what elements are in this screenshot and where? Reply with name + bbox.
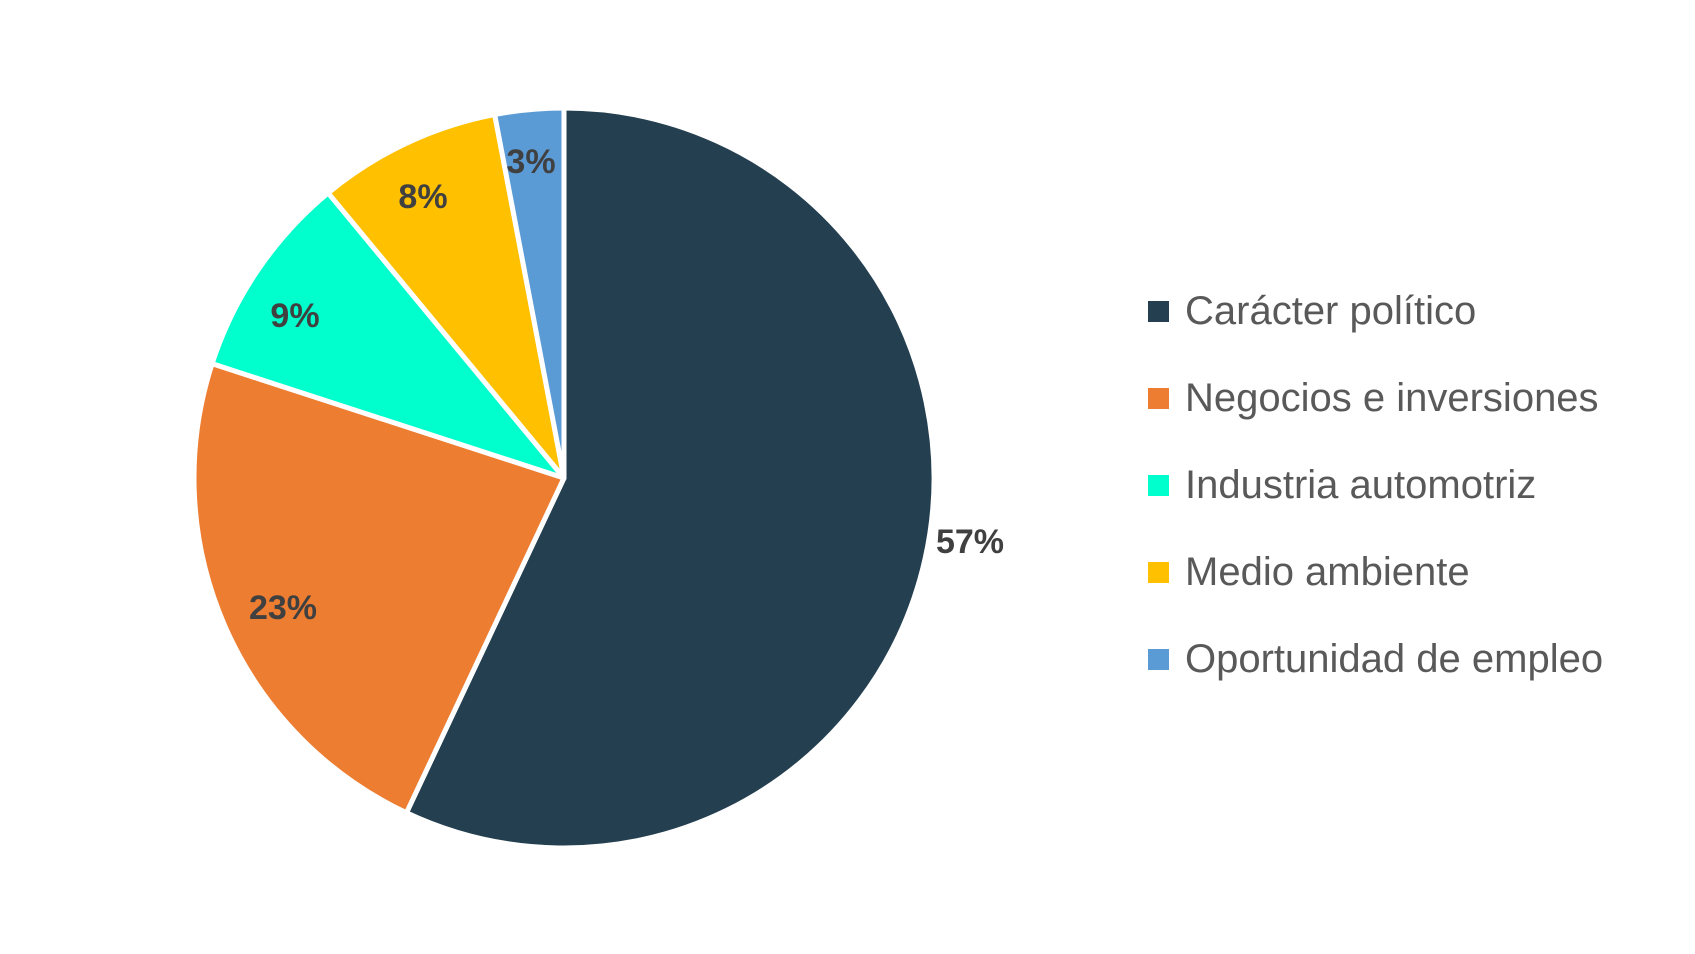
legend-item-negocios-e-inversiones: Negocios e inversiones bbox=[1148, 355, 1688, 442]
pie-slices bbox=[191, 105, 937, 851]
legend-label: Carácter político bbox=[1185, 289, 1477, 333]
legend-item-industria-automotriz: Industria automotriz bbox=[1148, 442, 1688, 529]
data-label-caracter-politico: 57% bbox=[936, 523, 1004, 561]
legend-swatch bbox=[1148, 388, 1169, 409]
legend: Carácter político Negocios e inversiones I… bbox=[1148, 268, 1688, 703]
data-label-industria-automotriz: 9% bbox=[270, 297, 319, 335]
pie-slice-negocios-e-inversiones bbox=[191, 361, 567, 816]
legend-label: Negocios e inversiones bbox=[1185, 376, 1599, 420]
legend-item-oportunidad-de-empleo: Oportunidad de empleo bbox=[1148, 616, 1688, 703]
pie-slice-caracter-politico bbox=[403, 105, 937, 851]
legend-label: Medio ambiente bbox=[1185, 550, 1470, 594]
data-label-negocios-e-inversiones: 23% bbox=[249, 589, 317, 627]
legend-swatch bbox=[1148, 649, 1169, 670]
legend-item-caracter-politico: Carácter político bbox=[1148, 268, 1688, 355]
pie-slice-oportunidad-de-empleo bbox=[492, 105, 567, 481]
pie-slice-industria-automotriz bbox=[209, 190, 567, 481]
legend-swatch bbox=[1148, 301, 1169, 322]
pie-data-labels: 57% 23% 9% 8% 3% bbox=[249, 143, 1004, 627]
data-label-medio-ambiente: 8% bbox=[398, 178, 447, 216]
data-label-oportunidad-de-empleo: 3% bbox=[506, 143, 555, 181]
legend-swatch bbox=[1148, 475, 1169, 496]
legend-label: Industria automotriz bbox=[1185, 463, 1537, 507]
legend-label: Oportunidad de empleo bbox=[1185, 637, 1604, 681]
legend-item-medio-ambiente: Medio ambiente bbox=[1148, 529, 1688, 616]
pie-slice-medio-ambiente bbox=[325, 112, 567, 481]
legend-swatch bbox=[1148, 562, 1169, 583]
